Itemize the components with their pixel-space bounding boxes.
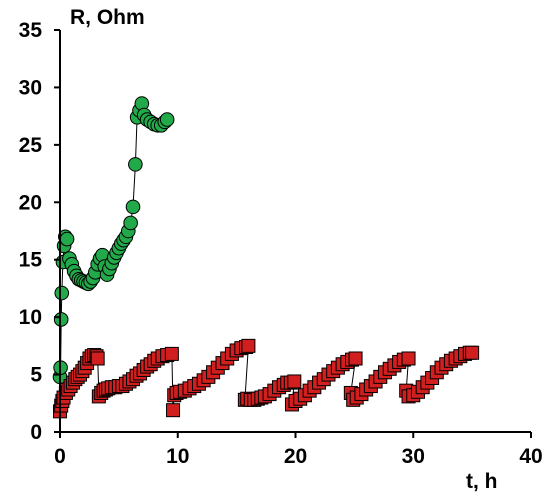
data-point-square: [465, 345, 480, 360]
y-tick-label: 25: [19, 134, 43, 157]
x-ticks: 0 10 20 30 40: [54, 432, 543, 468]
data-point-circle: [125, 199, 141, 215]
data-point-square: [401, 351, 416, 366]
x-tick-label: 0: [54, 445, 66, 468]
data-point-circle: [159, 112, 175, 127]
data-point-square: [166, 403, 181, 418]
series-line-0: [59, 101, 168, 377]
x-axis-label: t, h: [466, 470, 498, 493]
x-tick-label: 30: [402, 445, 425, 468]
data-point-circle: [128, 157, 143, 172]
y-tick-label: 30: [19, 76, 42, 99]
x-tick-label: 20: [284, 445, 307, 468]
data-point-circle: [54, 285, 70, 301]
data-point-circle: [53, 312, 69, 327]
series-markers: [52, 96, 480, 419]
data-point-circle: [59, 231, 75, 247]
x-tick-label: 10: [166, 445, 189, 468]
data-point-circle: [123, 215, 138, 231]
data-point-square: [348, 351, 363, 366]
y-ticks: 0 5 10 15 20 25 30 35: [19, 19, 60, 444]
x-tick-label: 40: [519, 445, 542, 468]
y-tick-label: 35: [19, 19, 43, 42]
data-point-square: [90, 351, 105, 366]
y-tick-label: 15: [19, 249, 43, 272]
y-tick-label: 10: [19, 306, 42, 329]
data-point-square: [287, 374, 302, 389]
y-tick-label: 20: [19, 191, 42, 214]
y-tick-label: 0: [30, 421, 42, 444]
y-axis-label: R, Ohm: [70, 6, 145, 29]
data-point-square: [241, 338, 256, 353]
data-point-square: [164, 346, 179, 361]
y-tick-label: 5: [30, 364, 42, 387]
